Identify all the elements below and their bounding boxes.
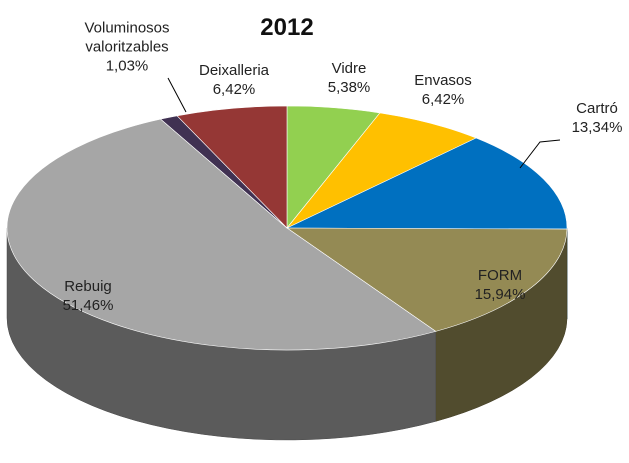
slice-category: Envasos <box>414 72 472 89</box>
slice-category: FORM <box>477 267 523 284</box>
slice-label: Voluminosos valoritzables 1,03% <box>72 19 182 76</box>
slice-category: Voluminosos valoritzables <box>84 19 170 56</box>
slice-label: Deixalleria 6,42% <box>199 61 269 99</box>
pie-slice <box>6 118 437 351</box>
slice-label: Rebuig 51,46% <box>63 277 114 315</box>
slice-value: 51,46% <box>62 297 114 314</box>
slice-value: 6,42% <box>421 91 465 108</box>
pie-slice <box>176 105 288 229</box>
slice-value: 5,38% <box>327 79 371 96</box>
leader-line <box>519 139 561 169</box>
slice-category: Cartró <box>576 100 618 117</box>
pie-slice <box>286 227 568 332</box>
slice-label: Cartró 13,34% <box>572 99 623 137</box>
slice-label: Vidre 5,38% <box>328 59 371 97</box>
slice-category: Vidre <box>331 60 367 77</box>
slice-value: 15,94% <box>474 286 526 303</box>
slice-category: Rebuig <box>64 278 112 295</box>
leader-line <box>167 77 187 113</box>
slice-label: Envasos 6,42% <box>414 71 472 109</box>
slice-label: FORM 15,94% <box>475 266 526 304</box>
slice-value: 13,34% <box>571 119 623 136</box>
slice-value: 6,42% <box>212 81 256 98</box>
pie-slice <box>286 112 477 229</box>
slice-category: Deixalleria <box>198 62 270 79</box>
slice-value: 1,03% <box>105 57 149 75</box>
chart-title: 2012 <box>260 14 314 41</box>
pie-slice <box>286 137 568 230</box>
